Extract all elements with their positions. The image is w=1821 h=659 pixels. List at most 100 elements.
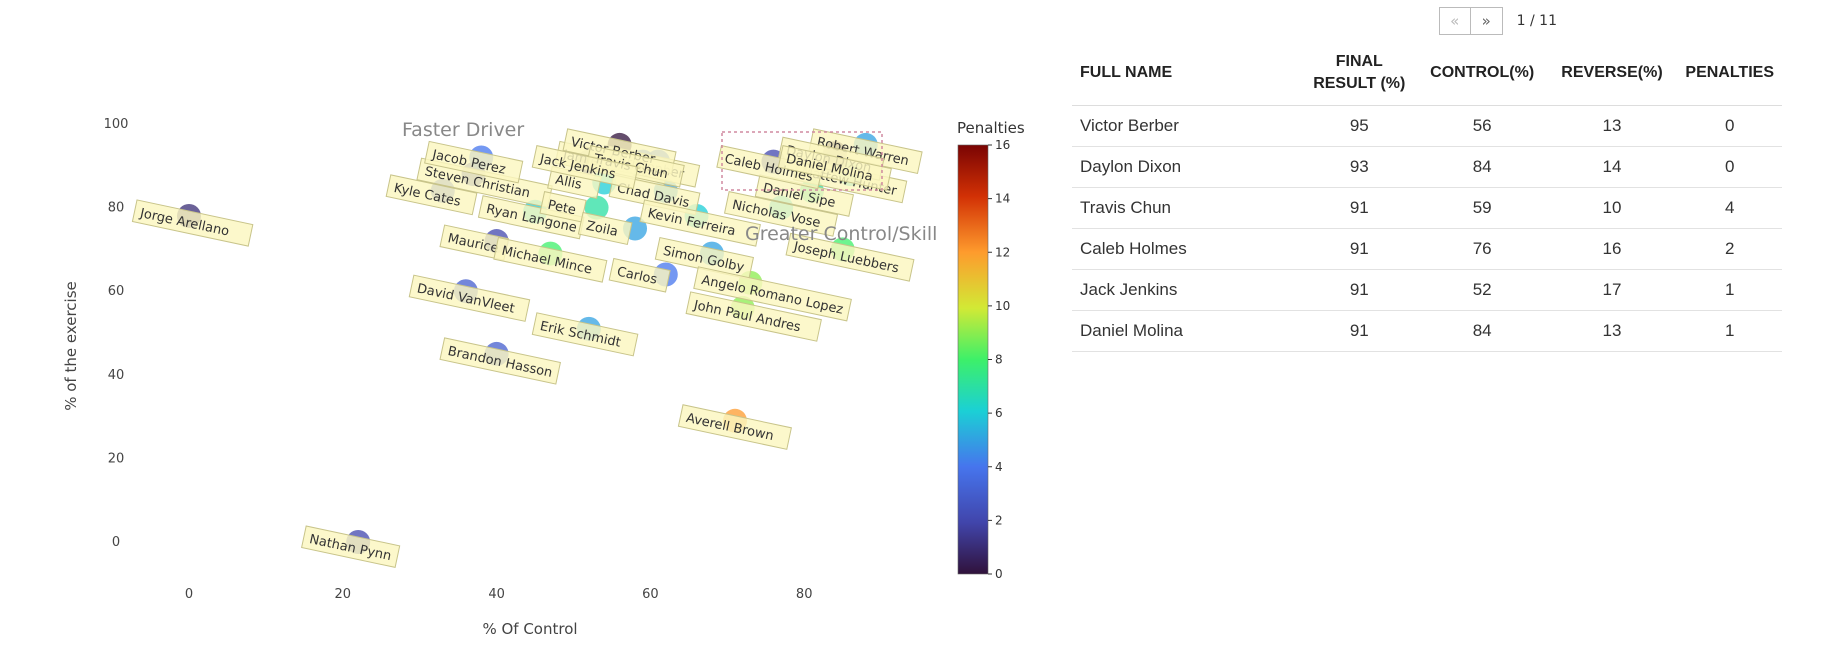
cell-reverse: 10 — [1546, 187, 1678, 229]
cell-penalties: 0 — [1677, 105, 1782, 147]
table-row[interactable]: Caleb Holmes 91 76 16 2 — [1072, 228, 1782, 270]
cell-final-result: 91 — [1300, 187, 1418, 229]
cell-reverse: 13 — [1546, 105, 1678, 147]
point-label-box — [693, 266, 852, 322]
table-header-row: FULL NAME FINAL RESULT (%) CONTROL(%) RE… — [1072, 40, 1782, 106]
cell-final-result: 91 — [1300, 269, 1418, 311]
point-label: Nathan Pynn — [301, 525, 401, 568]
cell-full-name: Daniel Molina — [1072, 310, 1301, 352]
point-label-box — [608, 257, 671, 293]
colorbar-tick-label: 14 — [995, 192, 1010, 206]
table-row[interactable]: Daylon Dixon 93 84 14 0 — [1072, 146, 1782, 188]
cell-reverse: 16 — [1546, 228, 1678, 270]
cell-control: 59 — [1417, 187, 1547, 229]
colorbar — [957, 144, 989, 575]
cell-penalties: 4 — [1677, 187, 1782, 229]
cell-reverse: 17 — [1546, 269, 1678, 311]
point-label-box — [639, 199, 761, 247]
table-row[interactable]: Jack Jenkins 91 52 17 1 — [1072, 269, 1782, 311]
colorbar-tick-label: 16 — [995, 138, 1010, 152]
colorbar-tick-label: 0 — [995, 567, 1003, 581]
cell-reverse: 14 — [1546, 146, 1678, 188]
point-label-box — [385, 174, 478, 216]
cell-control: 76 — [1417, 228, 1547, 270]
cell-reverse: 13 — [1546, 310, 1678, 352]
cell-final-result: 93 — [1300, 146, 1418, 188]
point-label: Pete — [539, 191, 587, 223]
point-label-box — [531, 312, 639, 357]
colorbar-title: Penalties — [957, 119, 1025, 137]
cell-penalties: 1 — [1677, 310, 1782, 352]
point-label-box — [131, 199, 254, 247]
quadrant-label-control-skill: Greater Control/Skill — [745, 223, 937, 245]
y-axis-title: % of the exercise — [62, 281, 80, 411]
point-label-box — [424, 140, 524, 184]
point-label-box — [685, 291, 822, 342]
point-label-box — [677, 404, 792, 450]
cell-full-name: Caleb Holmes — [1072, 228, 1301, 270]
y-tick-label: 20 — [108, 451, 125, 466]
y-tick-label: 0 — [112, 535, 120, 550]
point-label-text: Pete — [546, 198, 577, 219]
cell-penalties: 1 — [1677, 269, 1782, 311]
header-control[interactable]: CONTROL(%) — [1417, 40, 1547, 106]
results-table: FULL NAME FINAL RESULT (%) CONTROL(%) RE… — [1072, 40, 1782, 352]
next-page-button[interactable]: » — [1470, 7, 1503, 35]
page-indicator: 1 / 11 — [1516, 13, 1557, 29]
cell-full-name: Victor Berber — [1072, 105, 1301, 147]
colorbar-tick-label: 8 — [995, 353, 1003, 367]
cell-full-name: Jack Jenkins — [1072, 269, 1301, 311]
cell-control: 84 — [1417, 146, 1547, 188]
point-label-box — [723, 191, 839, 237]
cell-full-name: Travis Chun — [1072, 187, 1301, 229]
point-label-box — [493, 236, 608, 283]
cell-final-result: 91 — [1300, 228, 1418, 270]
point-label-text: Allis — [554, 173, 583, 193]
quadrant-label-faster-driver: Faster Driver — [402, 119, 524, 141]
point-label-box — [785, 232, 915, 282]
table-row[interactable]: Travis Chun 91 59 10 4 — [1072, 187, 1782, 229]
header-penalties[interactable]: PENALTIES — [1677, 40, 1782, 106]
table-row[interactable]: Daniel Molina 91 84 13 1 — [1072, 310, 1782, 352]
cell-control: 52 — [1417, 269, 1547, 311]
y-tick-label: 60 — [108, 284, 125, 299]
y-tick-label: 40 — [108, 368, 125, 383]
header-final-result[interactable]: FINAL RESULT (%) — [1300, 40, 1418, 106]
x-tick-label: 60 — [642, 587, 659, 602]
x-tick-label: 0 — [185, 587, 193, 602]
point-label-box — [301, 525, 401, 568]
colorbar-tick-label: 2 — [995, 513, 1003, 527]
colorbar-tick-label: 6 — [995, 406, 1003, 420]
point-label-box — [577, 211, 633, 246]
header-full-name[interactable]: FULL NAME — [1072, 40, 1301, 106]
point-label-box — [531, 145, 639, 190]
x-axis-title: % Of Control — [482, 620, 577, 638]
colorbar-tick-label: 4 — [995, 460, 1003, 474]
cell-final-result: 95 — [1300, 105, 1418, 147]
point-label-box — [539, 191, 587, 223]
pagination: « » 1 / 11 — [1438, 7, 1557, 35]
y-tick-label: 100 — [104, 117, 129, 132]
point-label-box — [439, 337, 562, 385]
point-label: Carlos — [608, 257, 671, 293]
y-tick-label: 80 — [108, 201, 125, 216]
cell-final-result: 91 — [1300, 310, 1418, 352]
table-row[interactable]: Victor Berber 95 56 13 0 — [1072, 105, 1782, 147]
x-tick-label: 20 — [335, 587, 352, 602]
cell-control: 56 — [1417, 105, 1547, 147]
cell-full-name: Daylon Dixon — [1072, 146, 1301, 188]
colorbar-tick-label: 12 — [995, 245, 1010, 259]
point-label-box — [408, 274, 531, 322]
previous-page-button[interactable]: « — [1438, 7, 1471, 35]
x-tick-label: 80 — [796, 587, 813, 602]
header-reverse[interactable]: REVERSE(%) — [1546, 40, 1678, 106]
point-label-box — [716, 145, 823, 190]
x-tick-label: 40 — [488, 587, 505, 602]
point-label-box — [777, 145, 892, 191]
colorbar-tick-label: 10 — [995, 299, 1010, 313]
cell-control: 84 — [1417, 310, 1547, 352]
point-label-text: Zoila — [585, 219, 619, 240]
point-label: Zoila — [577, 211, 633, 246]
cell-penalties: 0 — [1677, 146, 1782, 188]
